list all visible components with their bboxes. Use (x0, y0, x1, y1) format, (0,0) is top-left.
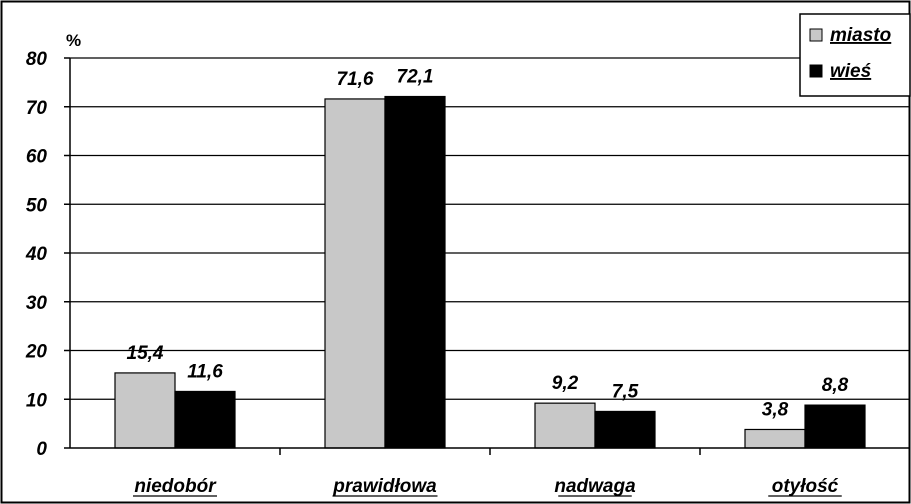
bar-wies (174, 390, 236, 449)
y-tick-label: 70 (26, 98, 48, 119)
y-tick-label: 80 (26, 49, 48, 70)
category-label: prawidłowa (332, 476, 437, 497)
y-tick-label: 60 (26, 147, 48, 168)
y-tick-label: 40 (25, 244, 48, 265)
legend: miasto wieś (799, 13, 911, 97)
category-label: niedobór (134, 476, 217, 497)
y-tick-label: 0 (36, 439, 47, 460)
bar-miasto (744, 428, 806, 449)
axes: 0 10 20 30 40 50 60 70 80 niedobór prawidłowa nadwa… (25, 49, 910, 497)
legend-swatch-wies (809, 64, 823, 78)
bar-wies (804, 404, 866, 449)
category-label: nadwaga (554, 476, 636, 497)
bars-group (114, 95, 866, 449)
data-label: 72,1 (397, 67, 434, 88)
unit-label: % (66, 31, 81, 50)
bar-wies (384, 95, 446, 449)
y-tick-label: 20 (25, 342, 48, 363)
legend-label-wies: wieś (830, 61, 871, 82)
data-label: 8,8 (822, 375, 849, 396)
legend-box (799, 13, 911, 97)
data-label: 15,4 (127, 343, 164, 364)
bar-miasto (324, 98, 386, 449)
legend-swatch-miasto (809, 28, 823, 42)
data-label: 11,6 (187, 361, 223, 382)
y-tick-label: 50 (26, 195, 48, 216)
data-label: 71,6 (337, 69, 374, 90)
bar-miasto (534, 402, 596, 449)
data-labels: 15,4 11,6 71,6 72,1 9,2 7,5 3,8 8,8 (127, 67, 849, 421)
y-tick-label: 10 (26, 390, 48, 411)
data-label: 7,5 (612, 381, 639, 402)
category-label: otyłość (772, 476, 839, 497)
bar-wies (594, 410, 656, 449)
legend-label-miasto: miasto (830, 25, 891, 46)
bar-miasto (114, 372, 176, 449)
data-label: 9,2 (552, 373, 579, 394)
y-tick-label: 30 (26, 293, 48, 314)
data-label: 3,8 (762, 399, 789, 420)
